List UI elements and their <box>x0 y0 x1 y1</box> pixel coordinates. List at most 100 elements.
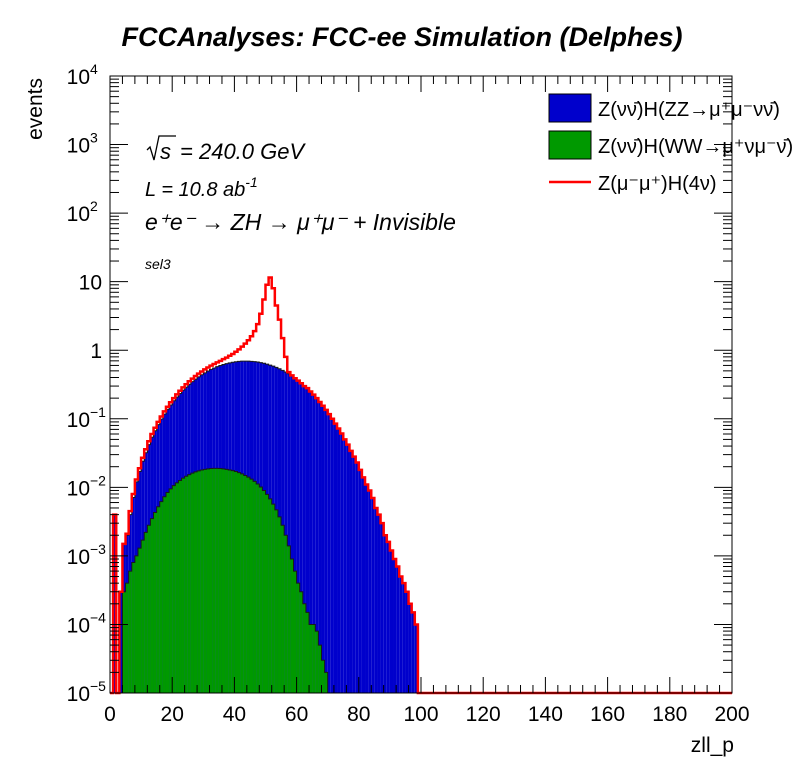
y-tick-exponent: −3 <box>90 541 106 557</box>
histogram-bin <box>287 373 291 693</box>
x-tick-label: 0 <box>104 703 116 726</box>
histogram-bin <box>225 469 229 693</box>
histogram-bin <box>234 471 238 693</box>
histogram-bin <box>203 469 207 693</box>
histogram-bin <box>175 482 179 693</box>
histogram-bin <box>209 468 213 693</box>
y-tick-exponent: −1 <box>90 404 106 420</box>
histogram-bin <box>128 571 132 693</box>
histogram-bin <box>324 409 328 693</box>
x-tick-label: 20 <box>161 703 184 726</box>
histogram-bin <box>172 485 176 693</box>
histogram-bin <box>290 375 294 693</box>
histogram-bin <box>147 525 151 693</box>
histogram-bin <box>355 462 359 693</box>
y-tick-label: 10 <box>67 135 90 158</box>
x-tick-label: 60 <box>285 703 308 726</box>
histogram-bin <box>340 433 344 693</box>
histogram-bin <box>302 603 306 693</box>
histogram-bin <box>315 631 319 693</box>
y-tick-label: 10 <box>67 203 90 226</box>
histogram-bin <box>346 444 350 693</box>
y-tick-label: 1 <box>90 340 102 363</box>
histogram-bin <box>271 504 275 693</box>
histogram-bin <box>218 468 222 693</box>
histogram-bin <box>187 474 191 693</box>
histogram-bin <box>321 660 325 693</box>
legend-label: Z(μ⁻μ⁺)H(4ν) <box>598 173 717 195</box>
x-tick-label: 140 <box>528 703 563 726</box>
histogram-bin <box>374 507 378 693</box>
y-tick-exponent: −5 <box>90 678 106 694</box>
series-layer <box>110 276 732 695</box>
y-tick-exponent: 4 <box>90 61 98 77</box>
x-tick-label: 80 <box>347 703 370 726</box>
x-tick-label: 100 <box>403 703 438 726</box>
sqrt-s-label: s <box>160 139 171 164</box>
histogram-bin <box>337 428 341 693</box>
y-tick-exponent: −4 <box>90 609 106 625</box>
histogram-bin <box>327 414 331 693</box>
histogram-bin <box>408 603 412 693</box>
histogram-bin <box>184 476 188 693</box>
histogram-bin <box>134 555 138 693</box>
histogram-bin <box>296 380 300 693</box>
legend: Z(νν̄)H(ZZ→μ⁺μ⁻νν̄) Z(νν̄)H(WW→μ⁺νμ⁻ν̄) Z(… <box>548 93 793 195</box>
histogram-bin <box>243 475 247 693</box>
histogram-bin <box>206 468 210 693</box>
histogram-bin <box>200 469 204 693</box>
y-tick-label: 10 <box>67 683 90 706</box>
legend-swatch <box>548 130 592 160</box>
sqrt-symbol <box>146 135 176 161</box>
histogram-bin <box>318 645 322 693</box>
histogram-bin <box>309 391 313 693</box>
x-tick-label: 200 <box>714 703 749 726</box>
histogram-bin <box>190 473 194 693</box>
histogram-bin <box>312 394 316 693</box>
histogram-bin <box>296 583 300 693</box>
y-tick-label: 10 <box>67 614 90 637</box>
histogram-bin <box>221 468 226 693</box>
histogram-bin <box>312 624 316 693</box>
histogram-bin <box>411 612 415 693</box>
histogram-bin <box>377 514 381 693</box>
annotations: s = 240.0 GeV L = 10.8 ab-1 e⁺e⁻ → ZH → … <box>145 135 456 272</box>
histogram-bin <box>277 516 282 693</box>
y-tick-exponent: 2 <box>90 198 98 214</box>
histogram-bin <box>309 624 313 693</box>
histogram-bin <box>318 401 322 693</box>
histogram-bin <box>265 494 269 693</box>
histogram-bin <box>402 583 406 693</box>
histogram-bin <box>178 480 182 693</box>
histogram-bin <box>349 450 353 693</box>
histogram-bin <box>249 479 254 693</box>
legend-swatch <box>548 93 592 123</box>
histogram-bin <box>315 398 319 693</box>
histogram-bin <box>396 566 400 693</box>
histogram-bin <box>389 550 394 693</box>
series-3 <box>110 276 732 695</box>
histogram-bin <box>414 624 418 693</box>
histogram-bin <box>262 490 266 693</box>
y-tick-label: 10 <box>67 66 90 89</box>
histogram-bin <box>256 483 260 693</box>
histogram-bin <box>299 591 303 693</box>
luminosity-label: L = 10.8 ab-1 <box>145 174 258 201</box>
histogram-bin <box>237 472 241 693</box>
histogram-bin <box>131 562 135 693</box>
process-label: e⁺e⁻ → ZH → μ⁺μ⁻ + Invisible <box>145 209 456 235</box>
histogram-bin <box>231 470 235 693</box>
x-tick-label: 120 <box>466 703 501 726</box>
histogram-bin <box>162 496 166 693</box>
y-tick-label: 10 <box>79 272 102 295</box>
histogram-bin <box>274 509 278 693</box>
chart-title: FCCAnalyses: FCC-ee Simulation (Delphes) <box>121 22 682 52</box>
histogram-bin <box>371 497 375 693</box>
histogram-bin <box>156 506 160 693</box>
histogram-bin <box>212 468 216 693</box>
x-axis-label: zll_p <box>691 734 734 757</box>
histogram-outline <box>121 467 329 693</box>
y-tick-label: 10 <box>67 409 90 432</box>
